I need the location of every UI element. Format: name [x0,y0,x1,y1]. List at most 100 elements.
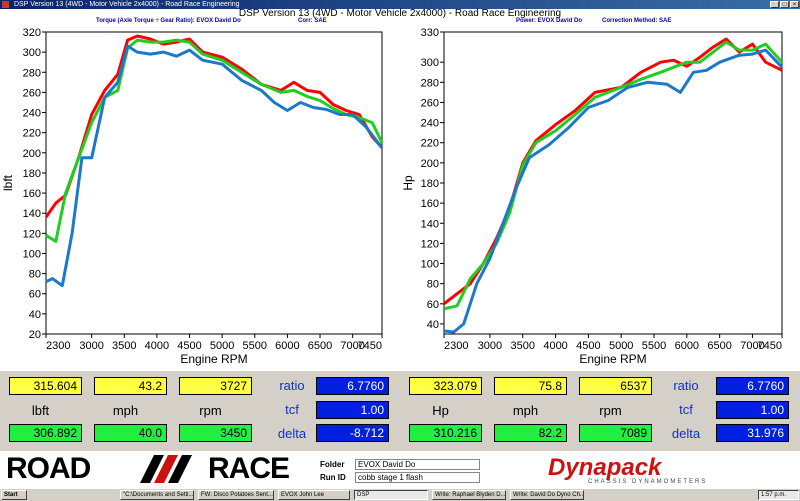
right-delta-value: 31.976 [716,424,789,442]
left-top-value-1: 315.604 [9,377,82,395]
x-tick-label: 2300 [444,340,468,352]
x-tick-label: 7000 [340,340,364,352]
window-titlebar: DSP Version 13 (4WD - Motor Vehicle 2x40… [0,0,800,9]
y-tick-label: 240 [23,108,41,120]
taskbar-item-fw-disco[interactable]: FW: Disco Potatoes Sent... [198,490,274,500]
y-tick-label: 120 [23,228,41,240]
right-top-value-1: 323.079 [409,377,482,395]
series-line-1 [44,34,384,219]
right-bottom-value-1: 310.216 [409,424,482,442]
left-header-torque: Torque (Axle Torque ÷ Gear Ratio): EVOX … [96,18,241,24]
y-tick-label: 100 [421,259,439,271]
y-tick-label: 160 [23,188,41,200]
app-icon [2,1,9,8]
y-tick-label: 280 [23,67,41,79]
x-tick-label: 6000 [675,340,699,352]
x-tick-label: 6000 [275,340,299,352]
runid-field[interactable]: cobb stage 1 flash [355,472,480,483]
left-top-value-2: 43.2 [94,377,167,395]
y-tick-label: 300 [23,47,41,59]
right-tcf-label: tcf [679,402,693,417]
y-tick-label: 220 [23,128,41,140]
x-tick-label: 4000 [543,340,567,352]
right-ratio-value: 6.7760 [716,377,789,395]
readout-panel: 315.604 43.2 3727 lbft mph rpm 306.892 4… [0,371,800,451]
right-header-correction: Correction Method: SAE [602,18,672,24]
x-tick-label: 4000 [145,340,169,352]
x-tick-label: 4500 [177,340,201,352]
minimize-button[interactable]: _ [770,1,779,8]
x-tick-label: 6500 [707,340,731,352]
y-tick-label: 180 [421,178,439,190]
y-tick-label: 140 [421,218,439,230]
left-header-corr: Corr: SAE [298,18,327,24]
x-axis-label: Engine RPM [579,352,646,366]
right-tcf-value: 1.00 [716,401,789,419]
y-tick-label: 200 [421,158,439,170]
x-tick-label: 3000 [478,340,502,352]
x-tick-label: 7450 [358,340,382,352]
folder-field[interactable]: EVOX David Do [355,459,480,470]
y-tick-label: 330 [421,27,439,39]
right-bottom-value-2: 82.2 [494,424,567,442]
close-button[interactable]: × [790,1,799,8]
y-tick-label: 200 [23,148,41,160]
taskbar-item-evox[interactable]: EVOX John Lee [278,490,350,500]
left-ratio-label: ratio [279,378,305,393]
series-line-3 [443,48,784,334]
road-race-stripes-icon [140,455,192,483]
right-delta-label: delta [671,426,701,441]
left-delta-value: -8.712 [316,424,389,442]
series-line-3 [45,44,384,288]
taskbar-item-documents[interactable]: "C:\Documents and Setti... [120,490,194,500]
y-tick-label: 40 [29,309,41,321]
y-tick-label: 80 [427,279,439,291]
x-tick-label: 6500 [308,340,332,352]
x-tick-label: 3500 [511,340,535,352]
dynapack-subtitle: CHASSIS DYNAMOMETERS [588,479,708,485]
y-axis-label: lbft [1,174,15,191]
taskbar-item-write-raphael[interactable]: Write: Raphael Blyden D... [432,490,506,500]
x-axis-label: Engine RPM [180,352,247,366]
y-tick-label: 260 [421,97,439,109]
y-tick-label: 20 [29,329,41,341]
x-tick-label: 7000 [740,340,764,352]
x-tick-label: 5000 [609,340,633,352]
branding-bar: ROAD RACE Folder EVOX David Do Run ID co… [0,451,800,488]
left-tcf-value: 1.00 [316,401,389,419]
window-title: DSP Version 13 (4WD - Motor Vehicle 2x40… [14,1,240,8]
left-label-2: mph [112,403,139,418]
x-tick-label: 4500 [576,340,600,352]
road-race-logo-road: ROAD [6,452,91,485]
start-button[interactable]: Start [1,490,27,500]
road-race-logo-race: RACE [208,452,290,485]
dsp-caption: DSP Version 13 (4WD - Motor Vehicle 2x40… [238,8,562,19]
left-bottom-value-1: 306.892 [9,424,82,442]
y-axis-label: Hp [401,175,415,191]
y-tick-label: 180 [23,168,41,180]
x-tick-label: 5500 [642,340,666,352]
taskbar-item-write-david[interactable]: Write: David Do Dyno Ch... [510,490,584,500]
taskbar-clock: 1:57 p.m. [758,490,799,500]
x-tick-label: 5000 [210,340,234,352]
right-label-1: Hp [432,403,449,418]
y-tick-label: 60 [427,299,439,311]
series-line-2 [45,38,384,243]
y-tick-label: 280 [421,77,439,89]
torque-chart: 20 40 60 80 100 120 140 160 180 200 220 240 260 280 30… [1,27,384,366]
taskbar-item-dsp[interactable]: DSP [354,490,428,500]
left-bottom-value-3: 3450 [179,424,252,442]
runid-label: Run ID [320,473,346,482]
dynapack-logo: Dynapack [548,454,662,481]
right-ratio-label: ratio [673,378,699,393]
x-tick-label: 3000 [79,340,103,352]
y-tick-label: 60 [29,289,41,301]
y-tick-label: 140 [23,208,41,220]
x-tick-label: 7450 [758,340,782,352]
maximize-button[interactable]: □ [780,1,789,8]
y-tick-label: 40 [427,319,439,331]
x-tick-label: 5500 [243,340,267,352]
right-label-3: rpm [599,403,622,418]
right-top-value-3: 6537 [579,377,652,395]
left-delta-label: delta [277,426,307,441]
